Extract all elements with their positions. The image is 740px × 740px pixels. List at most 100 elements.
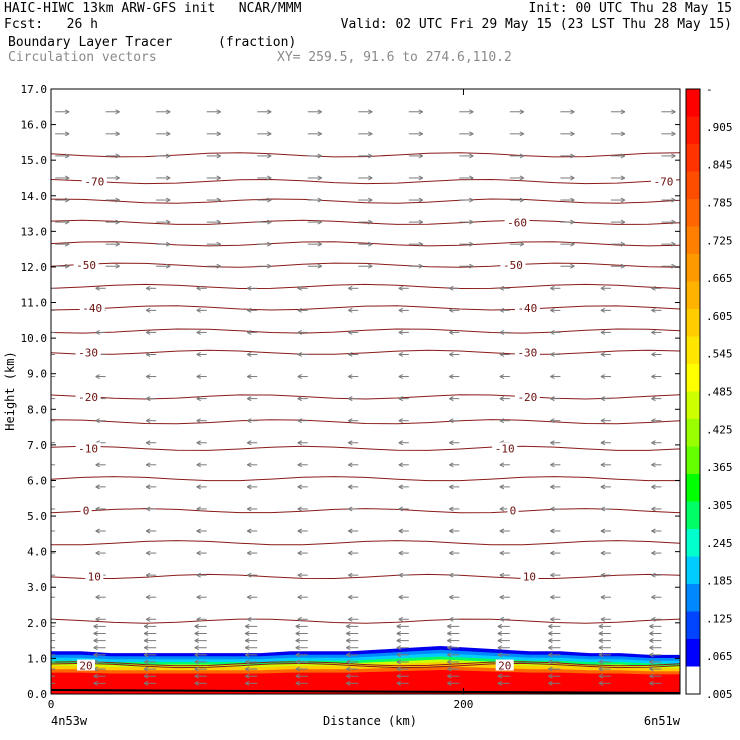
isotherm-line xyxy=(51,262,680,268)
circulation-vector xyxy=(398,572,409,578)
vector-head xyxy=(570,109,575,115)
circulation-vector xyxy=(649,638,662,644)
vector-head xyxy=(519,197,525,203)
circulation-vector xyxy=(196,484,207,490)
circulation-vector xyxy=(550,352,561,357)
colorbar-label: .245 xyxy=(706,537,733,550)
circulation-vector xyxy=(196,418,207,424)
vector-head xyxy=(194,652,199,658)
circulation-vector xyxy=(550,616,561,622)
circulation-vector xyxy=(105,153,120,159)
circulation-vector xyxy=(398,506,409,512)
vector-head xyxy=(649,638,654,644)
isotherm-label-bg xyxy=(520,570,539,582)
circulation-vector xyxy=(143,645,157,651)
circulation-vector xyxy=(447,645,460,651)
vector-head xyxy=(245,652,250,658)
vector-head xyxy=(348,307,353,313)
circulation-vector xyxy=(245,638,258,644)
circulation-vector xyxy=(600,307,611,313)
vector-head xyxy=(165,197,171,203)
circulation-vector xyxy=(550,396,561,402)
circulation-vector xyxy=(548,659,561,665)
isotherm-label-bg xyxy=(75,442,101,454)
vector-head xyxy=(245,638,250,644)
circulation-vector xyxy=(600,329,611,335)
vector-head xyxy=(346,680,351,686)
circulation-vector xyxy=(548,680,561,686)
vector-head xyxy=(449,572,454,578)
circulation-vector xyxy=(346,623,359,629)
circulation-vector xyxy=(348,396,359,402)
circulation-vector xyxy=(598,652,611,658)
vector-head xyxy=(620,109,626,115)
vector-head xyxy=(196,418,201,424)
vector-head xyxy=(651,550,656,556)
circulation-vector xyxy=(560,131,575,137)
circulation-vector xyxy=(93,638,106,644)
header-line1-right: Init: 00 UTC Thu 28 May 15 xyxy=(528,1,733,16)
circulation-vector xyxy=(247,440,258,446)
circulation-vector xyxy=(649,666,662,672)
circulation-vector xyxy=(459,153,474,159)
vector-head xyxy=(651,616,656,622)
circulation-vector xyxy=(51,530,56,532)
circulation-vector xyxy=(297,352,308,357)
circulation-vector xyxy=(307,131,322,137)
circulation-vector xyxy=(459,197,474,203)
vector-head xyxy=(346,631,351,636)
vector-head xyxy=(620,153,626,159)
vector-head xyxy=(297,285,302,291)
vector-head xyxy=(247,440,252,446)
terrain-line xyxy=(51,689,680,694)
circulation-vector xyxy=(196,594,207,600)
circulation-vector xyxy=(459,131,474,137)
vector-head xyxy=(64,175,70,181)
vector-head xyxy=(346,673,351,679)
circulation-vector xyxy=(51,442,56,444)
circulation-vector xyxy=(245,659,258,665)
circulation-vector xyxy=(51,675,56,677)
circulation-vector xyxy=(194,680,207,686)
vector-head xyxy=(196,352,201,357)
vector-head xyxy=(600,440,606,446)
colorbar-segment xyxy=(686,611,700,640)
vector-head xyxy=(368,241,373,247)
vector-head xyxy=(368,197,373,203)
circulation-vector xyxy=(610,241,626,247)
circulation-vector xyxy=(550,285,561,291)
circulation-vector xyxy=(143,659,157,665)
circulation-vector xyxy=(610,153,626,159)
vector-head xyxy=(620,263,626,269)
vector-head xyxy=(398,374,404,380)
vector-head xyxy=(550,329,555,335)
circulation-vector xyxy=(297,396,308,402)
circulation-vector xyxy=(398,550,409,556)
vector-head xyxy=(297,440,302,446)
vector-head xyxy=(570,197,575,203)
circulation-vector xyxy=(408,131,424,137)
vector-head xyxy=(194,680,199,686)
vector-head xyxy=(295,659,300,665)
vector-head xyxy=(267,263,272,269)
vector-head xyxy=(245,680,250,686)
circulation-vector xyxy=(51,309,56,311)
vector-head xyxy=(620,219,626,225)
vector-head xyxy=(600,484,606,490)
vector-head xyxy=(600,462,606,468)
circulation-vector xyxy=(206,263,221,269)
circulation-vector xyxy=(651,550,662,556)
circulation-vector xyxy=(51,353,56,355)
vector-head xyxy=(620,197,626,203)
vector-head xyxy=(145,616,151,622)
circulation-vector xyxy=(398,352,409,357)
colorbar-segment xyxy=(686,89,700,117)
vector-head xyxy=(600,285,606,291)
y-tick-label: 3.0 xyxy=(27,581,47,594)
vector-head xyxy=(499,307,505,313)
vector-head xyxy=(447,623,452,629)
isotherm-line xyxy=(51,508,680,514)
isotherm-label: 20 xyxy=(498,660,511,673)
vector-head xyxy=(64,263,70,269)
colorbar-label: .905 xyxy=(706,121,733,134)
